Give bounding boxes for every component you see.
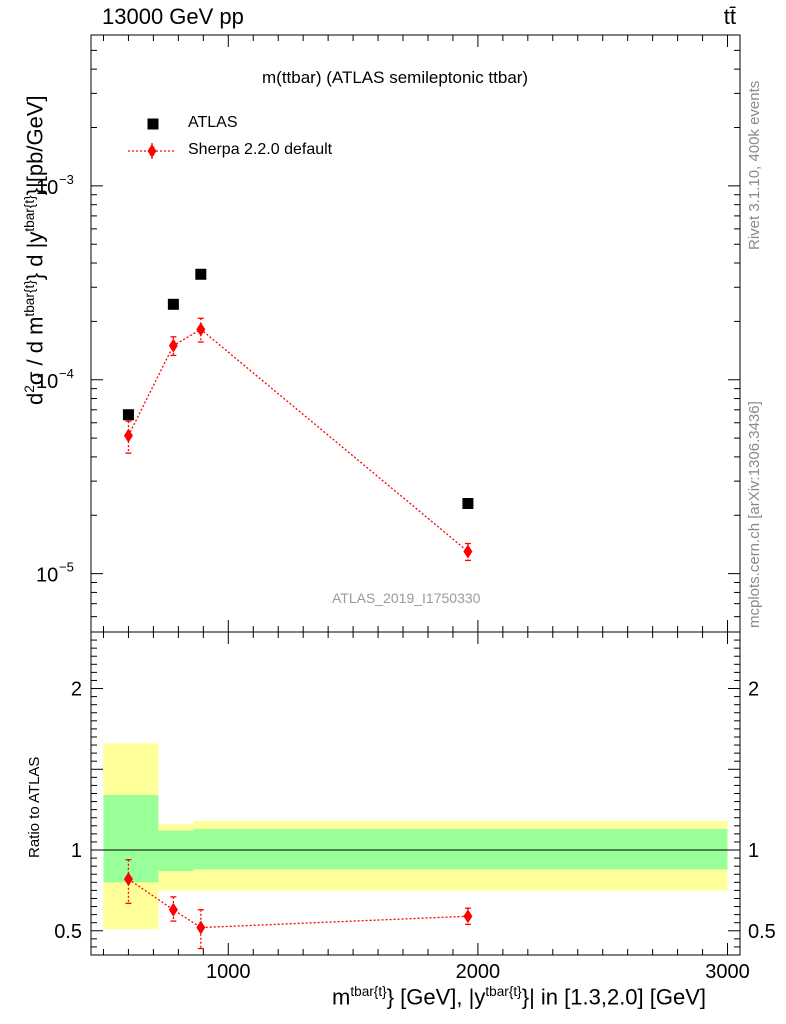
atlas-point-3 bbox=[462, 498, 474, 510]
y-tick-label-ratio-left-1: 1 bbox=[71, 840, 82, 862]
atlas-point-2 bbox=[195, 268, 207, 280]
ratio-band-inner-0 bbox=[103, 795, 159, 883]
y-tick-label-ratio-left-2: 2 bbox=[71, 679, 82, 701]
y-tick-label-main-2: 10 bbox=[36, 565, 58, 587]
y-tick-label-ratio-left-0: 0.5 bbox=[54, 921, 82, 943]
legend-marker-atlas bbox=[147, 118, 159, 130]
y-tick-label-main-0: 10 bbox=[36, 177, 58, 199]
atlas-point-1 bbox=[167, 298, 179, 310]
process-label: tt̄ bbox=[723, 4, 736, 29]
ratio-band-inner-1 bbox=[158, 830, 194, 872]
y-tick-label-exp-0: −3 bbox=[59, 172, 74, 187]
y-tick-label-exp-2: −5 bbox=[59, 560, 74, 575]
y-tick-label-ratio-right-0: 0.5 bbox=[748, 921, 776, 943]
atlas-point-0 bbox=[122, 409, 134, 421]
y-tick-label-ratio-right-2: 2 bbox=[748, 679, 759, 701]
ratio-plot-frame bbox=[90, 631, 741, 956]
x-tick-label-1000: 1000 bbox=[206, 961, 251, 983]
ratio-point-1 bbox=[168, 902, 178, 917]
ratio-axis-label: Ratio to ATLAS bbox=[26, 756, 43, 858]
mcplots-credit: mcplots.cern.ch [arXiv:1306.3436] bbox=[746, 401, 763, 628]
ratio-line bbox=[128, 878, 468, 929]
x-tick-label-3000: 3000 bbox=[705, 961, 750, 983]
sherpa-point-3 bbox=[463, 544, 473, 559]
sherpa-point-1 bbox=[168, 338, 178, 353]
legend-marker-sherpa bbox=[147, 144, 157, 158]
y-axis-label: d2σ / d mtbar{t}} d |ytbar{t}}|[pb/GeV] bbox=[22, 95, 48, 405]
ratio-point-3 bbox=[463, 909, 473, 924]
x-tick-label-2000: 2000 bbox=[456, 961, 501, 983]
sherpa-point-0 bbox=[123, 428, 133, 443]
y-tick-label-exp-1: −4 bbox=[59, 366, 74, 381]
y-tick-label-ratio-right-1: 1 bbox=[748, 840, 759, 862]
ratio-point-2 bbox=[196, 920, 206, 935]
analysis-watermark: ATLAS_2019_I1750330 bbox=[332, 590, 481, 606]
ratio-band-inner-2 bbox=[193, 829, 728, 870]
sherpa-line bbox=[127, 328, 469, 553]
plot-title: m(ttbar) (ATLAS semileptonic ttbar) bbox=[262, 68, 529, 87]
ratio-point-0 bbox=[123, 872, 133, 887]
x-axis-label: mtbar{t}} [GeV], |ytbar{t}}| in [1.3,2.0… bbox=[332, 984, 707, 1010]
sherpa-point-2 bbox=[196, 322, 206, 337]
legend-label-sherpa: Sherpa 2.2.0 default bbox=[188, 141, 333, 158]
y-tick-label-main-1: 10 bbox=[36, 371, 58, 393]
beam-label: 13000 GeV pp bbox=[102, 4, 244, 29]
rivet-info: Rivet 3.1.10, 400k events bbox=[746, 80, 763, 250]
legend-label-atlas: ATLAS bbox=[188, 114, 238, 131]
